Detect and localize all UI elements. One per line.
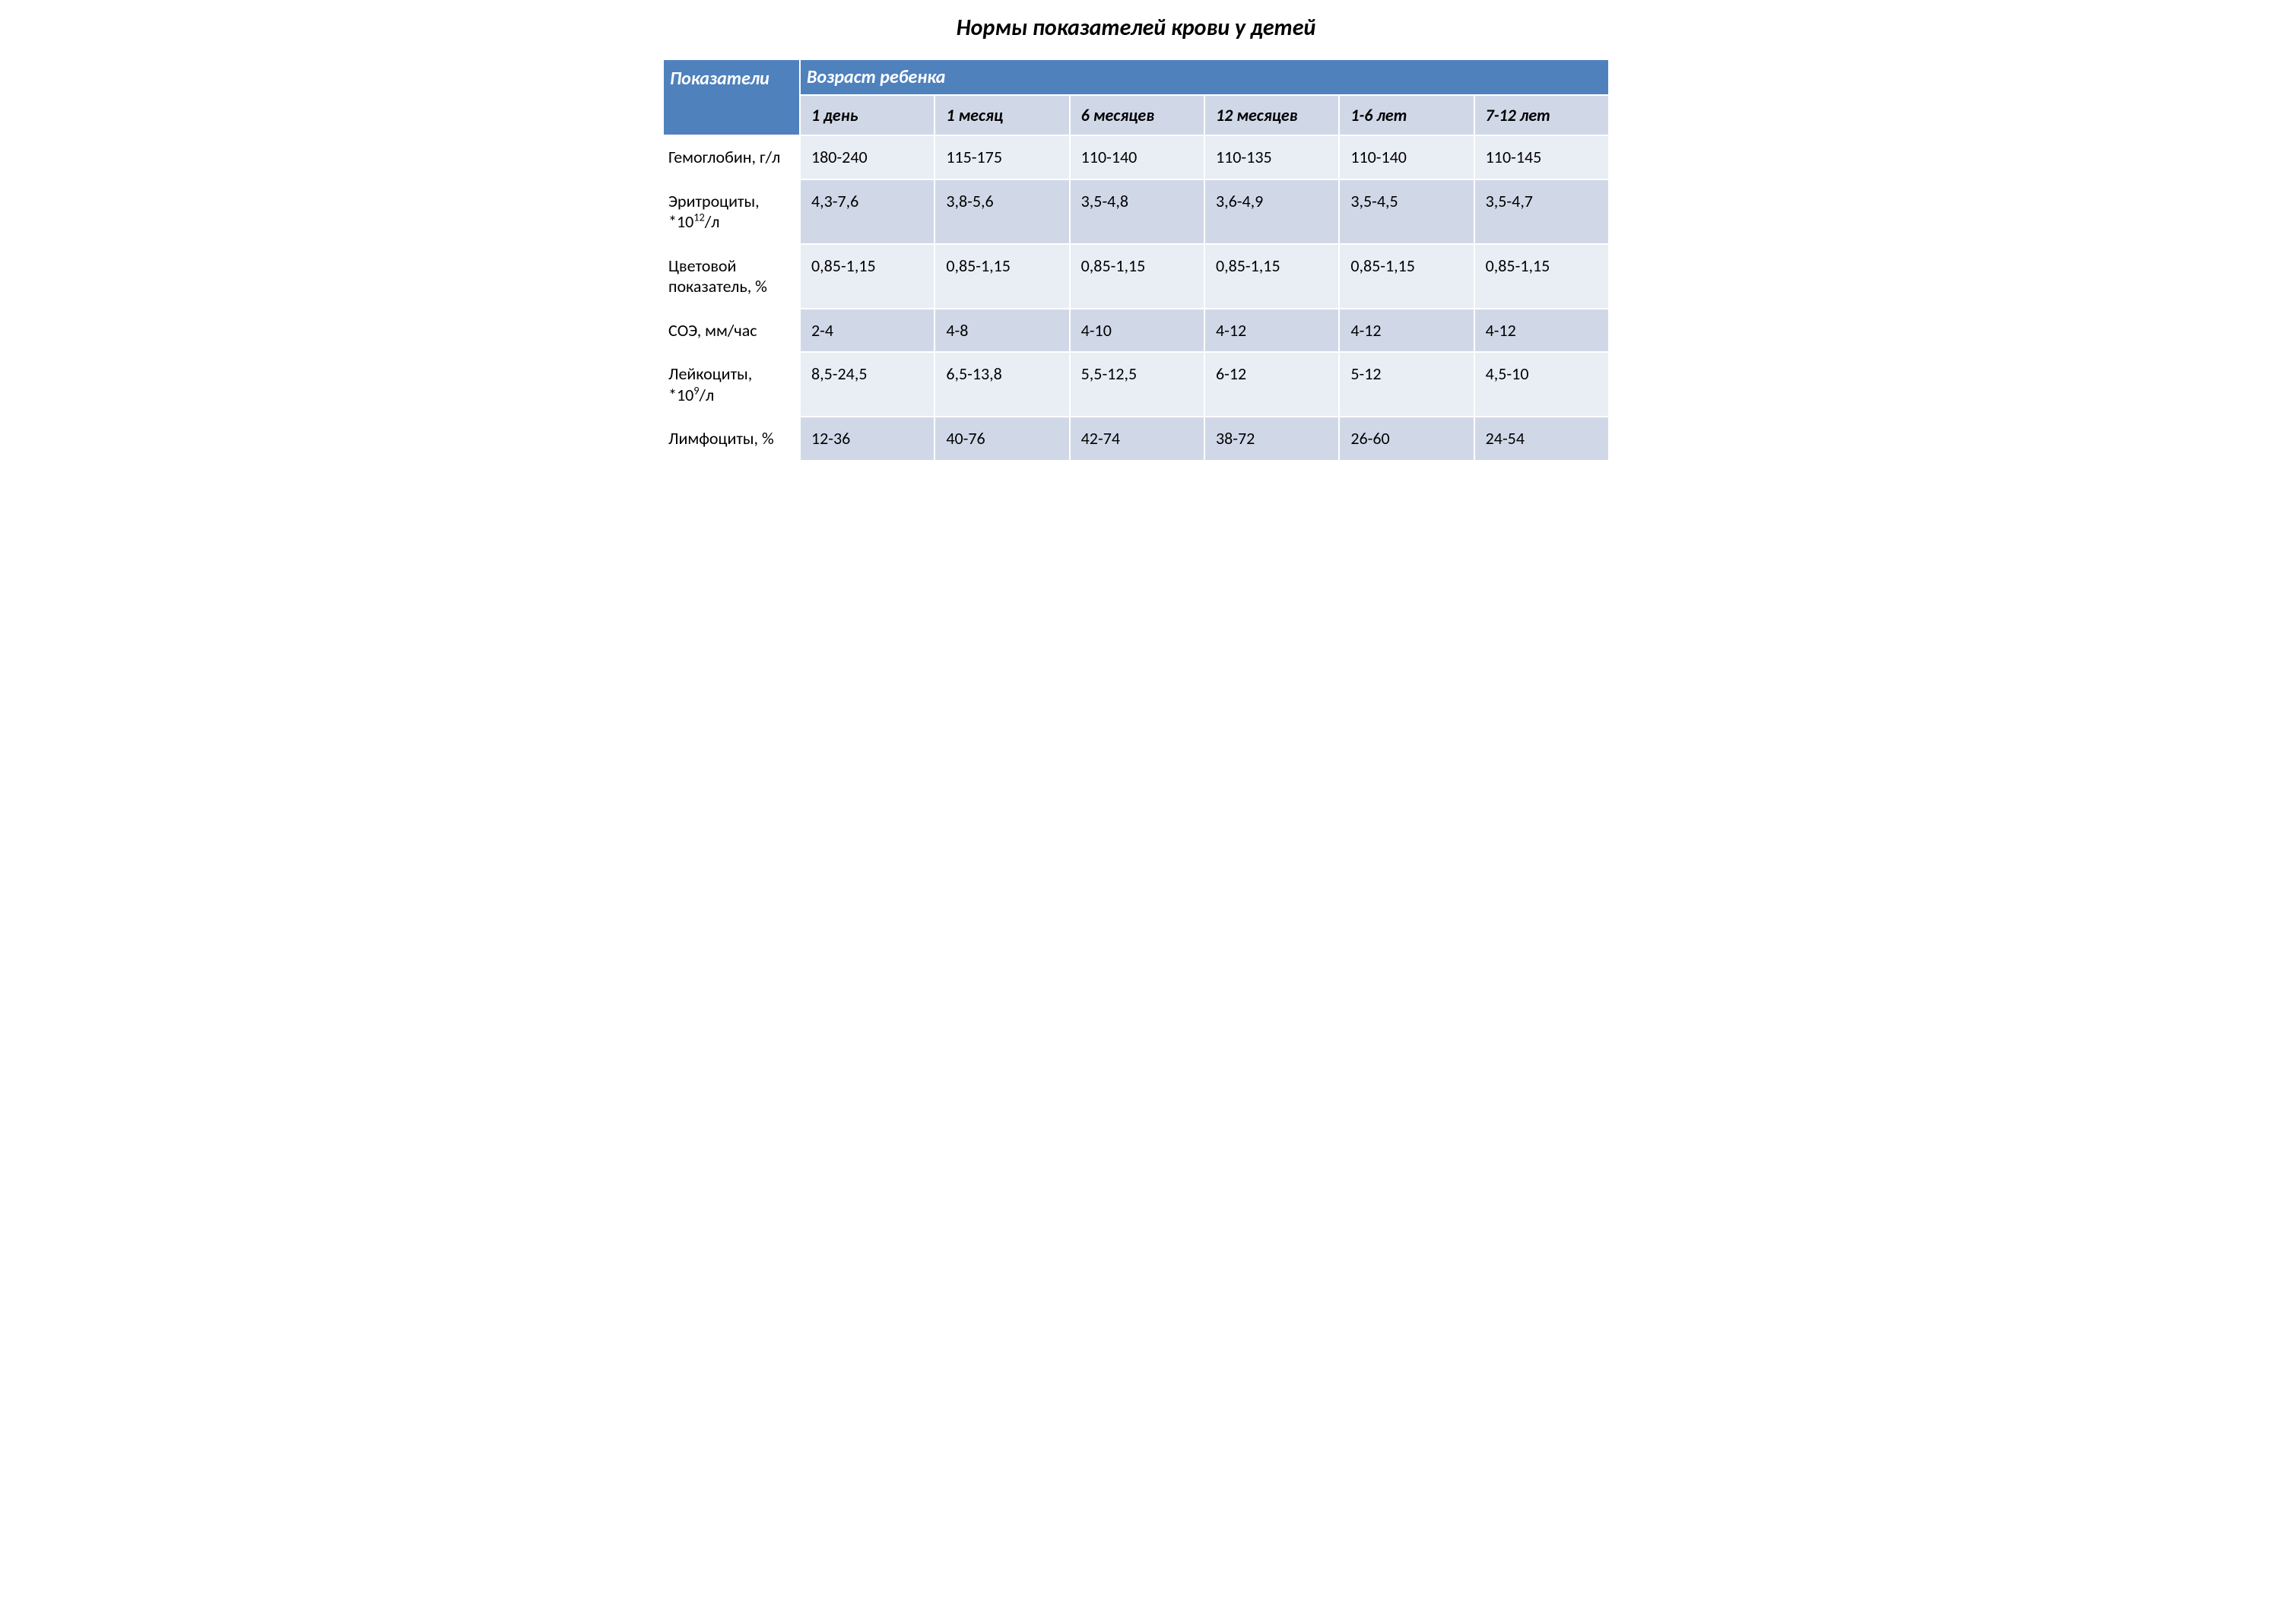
param-cell: Эритроциты, *1012/л [663, 179, 800, 244]
param-cell: Лейкоциты, *109/л [663, 352, 800, 417]
value-cell: 0,85-1,15 [800, 244, 935, 309]
value-cell: 6-12 [1204, 352, 1339, 417]
header-indicators: Показатели [663, 59, 800, 135]
value-cell: 0,85-1,15 [1070, 244, 1204, 309]
age-col-5: 7-12 лет [1474, 95, 1609, 135]
value-cell: 6,5-13,8 [935, 352, 1069, 417]
value-cell: 5-12 [1339, 352, 1474, 417]
table-row: Цветовой показатель, %0,85-1,150,85-1,15… [663, 244, 1609, 309]
value-cell: 26-60 [1339, 417, 1474, 461]
header-row-2: 1 день 1 месяц 6 месяцев 12 месяцев 1-6 … [663, 95, 1609, 135]
page: Нормы показателей крови у детей Показате… [662, 14, 1610, 462]
value-cell: 12-36 [800, 417, 935, 461]
value-cell: 3,5-4,5 [1339, 179, 1474, 244]
value-cell: 0,85-1,15 [935, 244, 1069, 309]
value-cell: 110-145 [1474, 135, 1609, 179]
param-cell: Цветовой показатель, % [663, 244, 800, 309]
age-col-3: 12 месяцев [1204, 95, 1339, 135]
value-cell: 115-175 [935, 135, 1069, 179]
value-cell: 4-12 [1204, 309, 1339, 353]
value-cell: 110-140 [1070, 135, 1204, 179]
value-cell: 8,5-24,5 [800, 352, 935, 417]
header-row-1: Показатели Возраст ребенка [663, 59, 1609, 95]
value-cell: 5,5-12,5 [1070, 352, 1204, 417]
table-row: СОЭ, мм/час2-44-84-104-124-124-12 [663, 309, 1609, 353]
value-cell: 110-135 [1204, 135, 1339, 179]
age-col-0: 1 день [800, 95, 935, 135]
value-cell: 0,85-1,15 [1339, 244, 1474, 309]
table-row: Эритроциты, *1012/л4,3-7,63,8-5,63,5-4,8… [663, 179, 1609, 244]
age-col-4: 1-6 лет [1339, 95, 1474, 135]
value-cell: 4-12 [1474, 309, 1609, 353]
param-cell: Гемоглобин, г/л [663, 135, 800, 179]
value-cell: 4,5-10 [1474, 352, 1609, 417]
param-cell: Лимфоциты, % [663, 417, 800, 461]
value-cell: 0,85-1,15 [1204, 244, 1339, 309]
value-cell: 42-74 [1070, 417, 1204, 461]
value-cell: 180-240 [800, 135, 935, 179]
value-cell: 4,3-7,6 [800, 179, 935, 244]
value-cell: 110-140 [1339, 135, 1474, 179]
value-cell: 3,5-4,7 [1474, 179, 1609, 244]
value-cell: 4-12 [1339, 309, 1474, 353]
header-age-group: Возраст ребенка [800, 59, 1609, 95]
table-row: Гемоглобин, г/л180-240115-175110-140110-… [663, 135, 1609, 179]
table-body: Гемоглобин, г/л180-240115-175110-140110-… [663, 135, 1609, 461]
table-row: Лейкоциты, *109/л8,5-24,56,5-13,85,5-12,… [663, 352, 1609, 417]
value-cell: 24-54 [1474, 417, 1609, 461]
age-col-2: 6 месяцев [1070, 95, 1204, 135]
value-cell: 3,8-5,6 [935, 179, 1069, 244]
value-cell: 3,5-4,8 [1070, 179, 1204, 244]
table-row: Лимфоциты, %12-3640-7642-7438-7226-6024-… [663, 417, 1609, 461]
table-head: Показатели Возраст ребенка 1 день 1 меся… [663, 59, 1609, 135]
value-cell: 3,6-4,9 [1204, 179, 1339, 244]
value-cell: 4-10 [1070, 309, 1204, 353]
blood-norms-table: Показатели Возраст ребенка 1 день 1 меся… [662, 59, 1610, 462]
page-title: Нормы показателей крови у детей [662, 14, 1610, 42]
age-col-1: 1 месяц [935, 95, 1069, 135]
value-cell: 38-72 [1204, 417, 1339, 461]
value-cell: 2-4 [800, 309, 935, 353]
param-cell: СОЭ, мм/час [663, 309, 800, 353]
value-cell: 40-76 [935, 417, 1069, 461]
value-cell: 4-8 [935, 309, 1069, 353]
value-cell: 0,85-1,15 [1474, 244, 1609, 309]
